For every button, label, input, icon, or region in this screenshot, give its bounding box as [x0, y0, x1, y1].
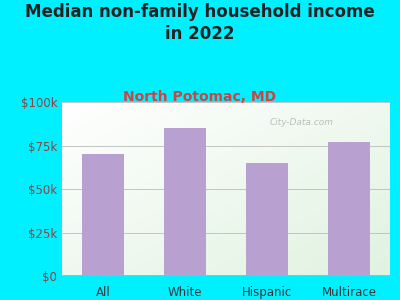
- Bar: [164, 128, 206, 276]
- Text: North Potomac, MD: North Potomac, MD: [124, 90, 276, 104]
- Text: City-Data.com: City-Data.com: [270, 118, 334, 127]
- Bar: [246, 163, 288, 276]
- Text: Median non-family household income
in 2022: Median non-family household income in 20…: [25, 3, 375, 43]
- Bar: [82, 154, 124, 276]
- Bar: [328, 142, 370, 276]
